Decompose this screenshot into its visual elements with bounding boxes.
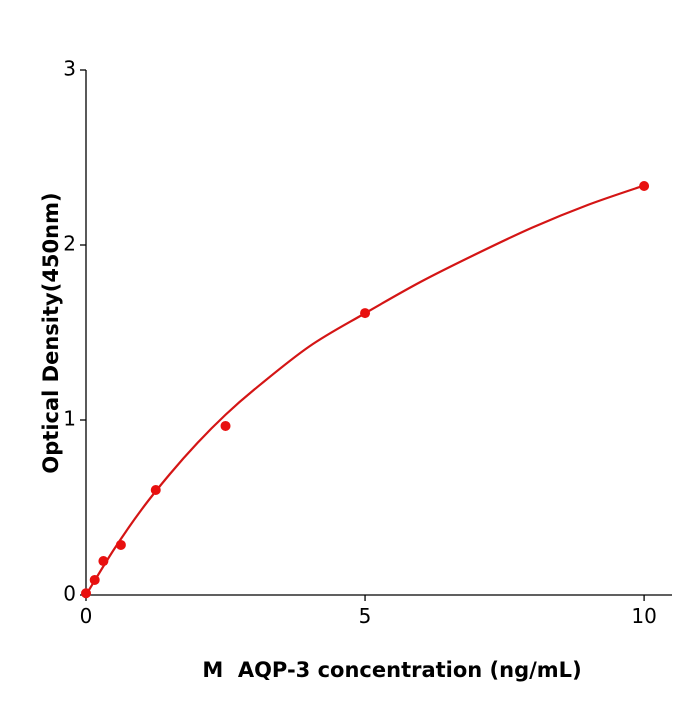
x-tick-label: 10 (631, 604, 656, 628)
data-point (115, 539, 126, 550)
y-tick-label: 0 (63, 582, 76, 606)
x-tick-label: 0 (80, 604, 93, 628)
data-point (639, 181, 650, 192)
x-tick-label: 5 (359, 604, 372, 628)
y-tick-label: 1 (63, 407, 76, 431)
y-axis-title: Optical Density(450nm) (39, 192, 63, 473)
data-point (150, 485, 161, 495)
y-tick-label: 3 (63, 57, 76, 81)
y-tick-label: 2 (63, 232, 76, 256)
data-point (89, 574, 100, 585)
x-axis-title: M AQP-3 concentration (ng/mL) (202, 658, 581, 682)
data-point (220, 420, 231, 431)
fit-curve (85, 184, 645, 596)
data-point (360, 308, 371, 319)
data-point (98, 556, 109, 567)
data-point (81, 588, 91, 599)
